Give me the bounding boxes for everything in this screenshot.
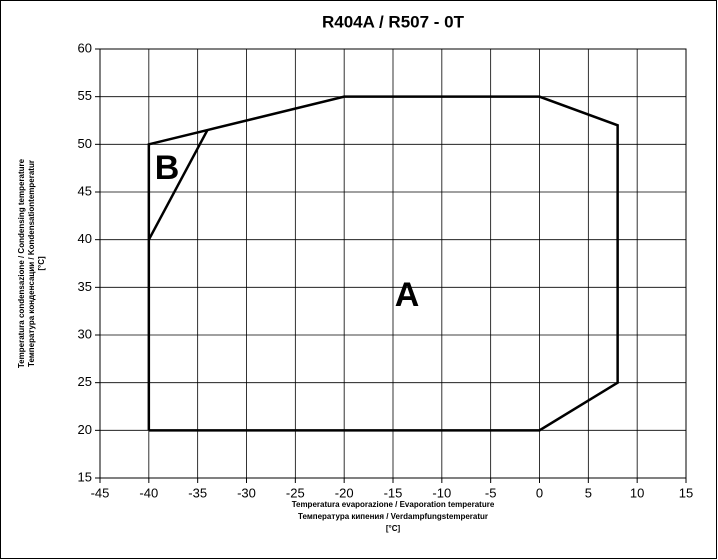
x-axis-label: [°C] bbox=[386, 524, 401, 533]
x-axis-label: Температура кипения / Verdampfungstemper… bbox=[298, 512, 488, 521]
y-tick-label: 60 bbox=[78, 40, 92, 55]
x-tick-label: 10 bbox=[630, 485, 644, 500]
y-tick-label: 20 bbox=[78, 422, 92, 437]
chart-title: R404A / R507 - 0T bbox=[322, 12, 465, 31]
y-tick-label: 50 bbox=[78, 136, 92, 151]
y-tick-label: 15 bbox=[78, 469, 92, 484]
x-tick-label: -30 bbox=[237, 485, 256, 500]
y-axis-label: Температура конденсации / Kondensationte… bbox=[27, 160, 36, 367]
x-tick-label: 15 bbox=[679, 485, 693, 500]
x-tick-label: -10 bbox=[432, 485, 451, 500]
y-axis-label: Temperatura condensazione / Condensing t… bbox=[17, 158, 26, 368]
envelope-line bbox=[147, 129, 209, 241]
envelope-line bbox=[147, 95, 619, 432]
region-label: B bbox=[155, 149, 180, 187]
y-tick-label: 40 bbox=[78, 231, 92, 246]
x-tick-label: -20 bbox=[335, 485, 354, 500]
y-axis-label: [°C] bbox=[37, 256, 46, 271]
x-axis-label: Temperatura evaporazione / Evaporation t… bbox=[292, 500, 495, 509]
x-tick-label: 5 bbox=[585, 485, 592, 500]
y-tick-label: 30 bbox=[78, 326, 92, 341]
y-tick-label: 55 bbox=[78, 88, 92, 103]
x-tick-label: -5 bbox=[485, 485, 497, 500]
plot-border bbox=[99, 48, 687, 479]
x-tick-label: 0 bbox=[536, 485, 543, 500]
y-tick-label: 45 bbox=[78, 183, 92, 198]
region-label: A bbox=[395, 276, 420, 314]
y-tick-label: 25 bbox=[78, 374, 92, 389]
x-tick-label: -45 bbox=[91, 485, 110, 500]
x-tick-label: -25 bbox=[286, 485, 305, 500]
y-tick-label: 35 bbox=[78, 279, 92, 294]
x-tick-label: -35 bbox=[188, 485, 207, 500]
x-tick-label: -15 bbox=[384, 485, 403, 500]
x-tick-label: -40 bbox=[139, 485, 158, 500]
